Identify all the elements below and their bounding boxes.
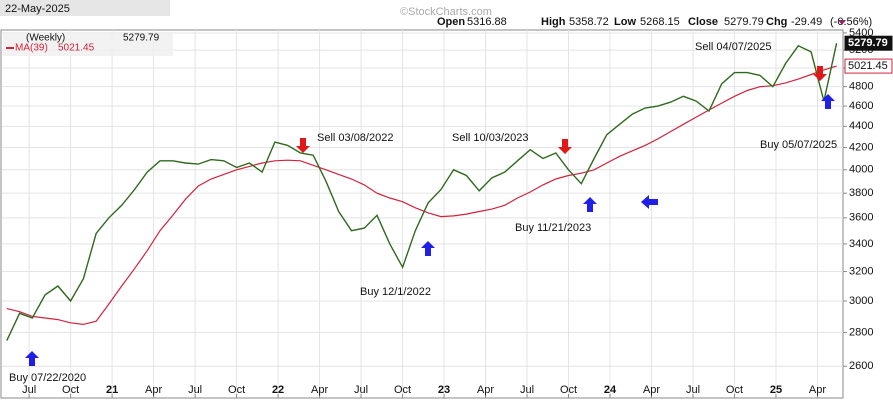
x-tick-label: 21 — [106, 384, 118, 396]
date: 22-May-2025 — [5, 3, 70, 15]
x-tick-label: Jul — [354, 384, 368, 396]
annotation: Buy 12/1/2022 — [360, 286, 431, 298]
buy-arrow — [421, 241, 435, 256]
x-tick-label: Jul — [188, 384, 202, 396]
price-line — [6, 43, 838, 341]
x-tick-label: 22 — [272, 384, 284, 396]
y-tick-label: 4800 — [849, 81, 873, 93]
y-tick-label: 2600 — [849, 360, 873, 372]
last-value-label: 5279.79 — [848, 37, 888, 49]
ma-line — [6, 65, 837, 326]
x-tick-label: Oct — [560, 384, 577, 396]
x-tick-label: Apr — [145, 384, 162, 396]
last-value-tag — [844, 58, 893, 74]
buy-arrow — [583, 197, 597, 212]
annotation: Sell 03/08/2022 — [317, 132, 393, 144]
annotation: Buy 05/07/2025 — [760, 139, 837, 151]
x-tick-label: Oct — [228, 384, 245, 396]
legend-value: 5279.79 — [123, 33, 160, 44]
x-tick-label: 24 — [604, 384, 617, 396]
x-tick-label: Apr — [809, 384, 826, 396]
low-value: 5268.15 — [640, 16, 680, 28]
high-value: 5358.72 — [569, 16, 609, 28]
sell-arrow — [813, 66, 827, 81]
last-value-label: 5021.45 — [848, 60, 888, 72]
sell-arrow — [296, 138, 310, 153]
x-tick-label: Apr — [643, 384, 660, 396]
close-value: 5279.79 — [724, 16, 764, 28]
buy-arrow — [25, 351, 39, 366]
watermark: ©StockCharts.com — [400, 6, 492, 18]
header-band — [0, 0, 170, 16]
sell-arrow — [558, 139, 572, 154]
chg-label: Chg — [766, 16, 787, 28]
y-tick-label: 3200 — [849, 265, 873, 277]
buy-arrow — [821, 94, 835, 109]
x-tick-label: Oct — [62, 384, 79, 396]
left-arrow — [641, 195, 658, 209]
x-tick-label: Apr — [311, 384, 328, 396]
plot-frame — [0, 29, 844, 399]
x-tick-label: Oct — [726, 384, 743, 396]
y-tick-label: 4400 — [849, 120, 873, 132]
close-label: Close — [688, 16, 718, 28]
high-label: High — [541, 16, 566, 28]
x-tick-label: 25 — [770, 384, 782, 396]
open-value: 5316.88 — [467, 16, 507, 28]
y-tick-label: 3000 — [849, 295, 873, 307]
chg-value: -29.49 — [791, 16, 822, 28]
legend-value: 5021.45 — [58, 43, 95, 54]
y-tick-label: 3400 — [849, 238, 873, 250]
x-tick-label: 23 — [438, 384, 450, 396]
annotation: Sell 10/03/2023 — [452, 132, 528, 144]
x-tick-label: Oct — [394, 384, 411, 396]
annotation: Buy 11/21/2023 — [515, 222, 591, 234]
y-tick-label: 3800 — [849, 187, 873, 199]
open-label: Open — [437, 16, 465, 28]
x-tick-label: Jul — [520, 384, 534, 396]
y-tick-label: 4000 — [849, 164, 873, 176]
annotation: Sell 04/07/2025 — [695, 41, 771, 53]
y-tick-label: 3600 — [849, 212, 873, 224]
last-value-tag — [844, 35, 893, 51]
legend-name: (Weekly) — [26, 33, 65, 44]
x-tick-label: Jul — [686, 384, 700, 396]
y-tick-label: 4200 — [849, 141, 873, 153]
legend-box — [3, 32, 173, 56]
low-label: Low — [614, 16, 636, 28]
annotation: Buy 07/22/2020 — [9, 372, 86, 384]
y-tick-label: 2800 — [849, 326, 873, 338]
y-tick-label: 4600 — [849, 100, 873, 112]
legend-name: MA(39) — [15, 43, 48, 54]
down-indicator — [838, 20, 846, 25]
quote-line: Open 5316.88 High 5358.72 Low 5268.15 Cl… — [437, 16, 872, 28]
chg-pct: (-0.56%) — [830, 16, 872, 28]
x-tick-label: Jul — [22, 384, 36, 396]
x-tick-label: Apr — [477, 384, 494, 396]
